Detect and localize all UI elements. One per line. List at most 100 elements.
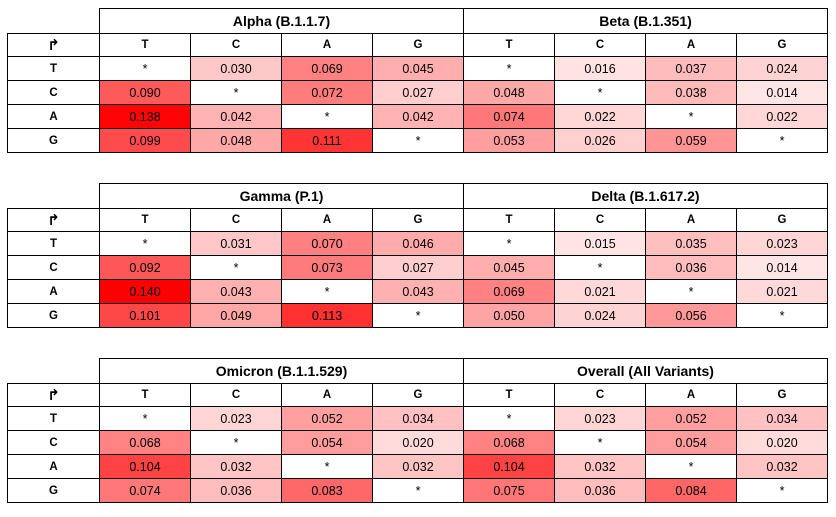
heatmap-cell: 0.032 [372, 454, 464, 479]
heatmap-table: Omicron (B.1.1.529) Overall (All Variants… [7, 358, 828, 503]
heatmap-cell: * [372, 128, 464, 153]
heatmap-cell: 0.024 [554, 303, 646, 328]
column-header: A [281, 383, 373, 407]
heatmap-cell: 0.026 [554, 128, 646, 153]
heatmap-cell: 0.014 [736, 80, 828, 105]
heatmap-cell: * [281, 454, 373, 479]
heatmap-cell: 0.016 [554, 56, 646, 81]
heatmap-cell: 0.068 [463, 430, 555, 455]
heatmap-table: Alpha (B.1.1.7) Beta (B.1.351) ↱ T C A G T C A G T *… [7, 8, 828, 153]
heatmap-cell: * [554, 80, 646, 105]
column-header: T [99, 208, 191, 232]
heatmap-cell: * [736, 303, 828, 328]
heatmap-cell: 0.036 [554, 478, 646, 503]
heatmap-cell: 0.037 [645, 56, 737, 81]
row-header: C [7, 430, 100, 455]
column-header: G [372, 383, 464, 407]
heatmap-cell: 0.056 [645, 303, 737, 328]
heatmap-title: Omicron (B.1.1.529) [99, 358, 464, 384]
heatmap-cell: 0.113 [281, 303, 373, 328]
row-header: T [7, 56, 100, 81]
row-arrow-icon: ↱ [7, 208, 100, 232]
row-header: C [7, 255, 100, 280]
heatmap-cell: 0.054 [281, 430, 373, 455]
heatmap-cell: 0.043 [190, 279, 282, 304]
heatmap-cell: * [463, 56, 555, 81]
heatmap-cell: 0.034 [736, 406, 828, 431]
row-header: A [7, 454, 100, 479]
heatmap-title: Overall (All Variants) [463, 358, 828, 384]
heatmap-block: Gamma (P.1) Delta (B.1.617.2) ↱ T C A G T C A G T * 0… [7, 183, 828, 328]
column-header: T [99, 33, 191, 57]
heatmap-block: Omicron (B.1.1.529) Overall (All Variants… [7, 358, 828, 503]
heatmap-cell: 0.054 [645, 430, 737, 455]
column-header: G [736, 383, 828, 407]
heatmap-cell: * [372, 478, 464, 503]
heatmap-cell: 0.045 [463, 255, 555, 280]
column-header: A [281, 208, 373, 232]
heatmap-cell: 0.036 [190, 478, 282, 503]
column-header: C [190, 33, 282, 57]
heatmap-cell: 0.042 [372, 104, 464, 129]
column-header: A [645, 383, 737, 407]
heatmap-table: Gamma (P.1) Delta (B.1.617.2) ↱ T C A G T C A G T * 0… [7, 183, 828, 328]
heatmap-cell: * [281, 279, 373, 304]
heatmap-cell: 0.074 [99, 478, 191, 503]
heatmap-cell: * [190, 430, 282, 455]
heatmap-cell: 0.059 [645, 128, 737, 153]
heatmap-cell: * [554, 430, 646, 455]
heatmap-cell: * [736, 478, 828, 503]
row-header: T [7, 406, 100, 431]
heatmap-cell: 0.101 [99, 303, 191, 328]
heatmap-cell: 0.104 [99, 454, 191, 479]
column-header: T [463, 383, 555, 407]
column-header: C [554, 33, 646, 57]
row-header: T [7, 231, 100, 256]
row-arrow-icon: ↱ [7, 383, 100, 407]
heatmap-cell: 0.032 [736, 454, 828, 479]
heatmap-cell: * [645, 279, 737, 304]
heatmap-cell: * [99, 231, 191, 256]
heatmap-cell: 0.042 [190, 104, 282, 129]
heatmap-cell: 0.032 [190, 454, 282, 479]
heatmap-cell: 0.049 [190, 303, 282, 328]
heatmap-cell: * [736, 128, 828, 153]
column-header: T [463, 33, 555, 57]
row-header: G [7, 478, 100, 503]
heatmap-cell: 0.073 [281, 255, 373, 280]
heatmap-cell: 0.084 [645, 478, 737, 503]
heatmap-cell: 0.070 [281, 231, 373, 256]
heatmap-cell: * [645, 104, 737, 129]
heatmap-cell: 0.034 [372, 406, 464, 431]
heatmap-cell: 0.069 [463, 279, 555, 304]
heatmap-title: Beta (B.1.351) [463, 8, 828, 34]
row-header: A [7, 279, 100, 304]
heatmap-cell: 0.050 [463, 303, 555, 328]
heatmap-cell: 0.140 [99, 279, 191, 304]
column-header: C [190, 208, 282, 232]
heatmap-cell: * [281, 104, 373, 129]
heatmap-title: Gamma (P.1) [99, 183, 464, 209]
column-header: A [281, 33, 373, 57]
heatmap-cell: * [99, 56, 191, 81]
heatmap-cell: 0.032 [554, 454, 646, 479]
heatmap-cell: 0.045 [372, 56, 464, 81]
heatmap-cell: * [463, 231, 555, 256]
heatmap-cell: 0.090 [99, 80, 191, 105]
heatmap-cell: * [99, 406, 191, 431]
heatmap-cell: 0.021 [736, 279, 828, 304]
heatmap-cell: 0.022 [736, 104, 828, 129]
heatmap-cell: 0.023 [554, 406, 646, 431]
heatmap-cell: 0.021 [554, 279, 646, 304]
blank-corner [8, 359, 100, 384]
column-header: C [554, 208, 646, 232]
heatmap-cell: 0.072 [281, 80, 373, 105]
heatmap-cell: 0.083 [281, 478, 373, 503]
heatmap-cell: 0.027 [372, 255, 464, 280]
heatmap-cell: 0.023 [736, 231, 828, 256]
column-header: G [372, 33, 464, 57]
column-header: A [645, 33, 737, 57]
heatmap-cell: 0.020 [736, 430, 828, 455]
blank-corner [8, 9, 100, 34]
heatmap-cell: 0.036 [645, 255, 737, 280]
